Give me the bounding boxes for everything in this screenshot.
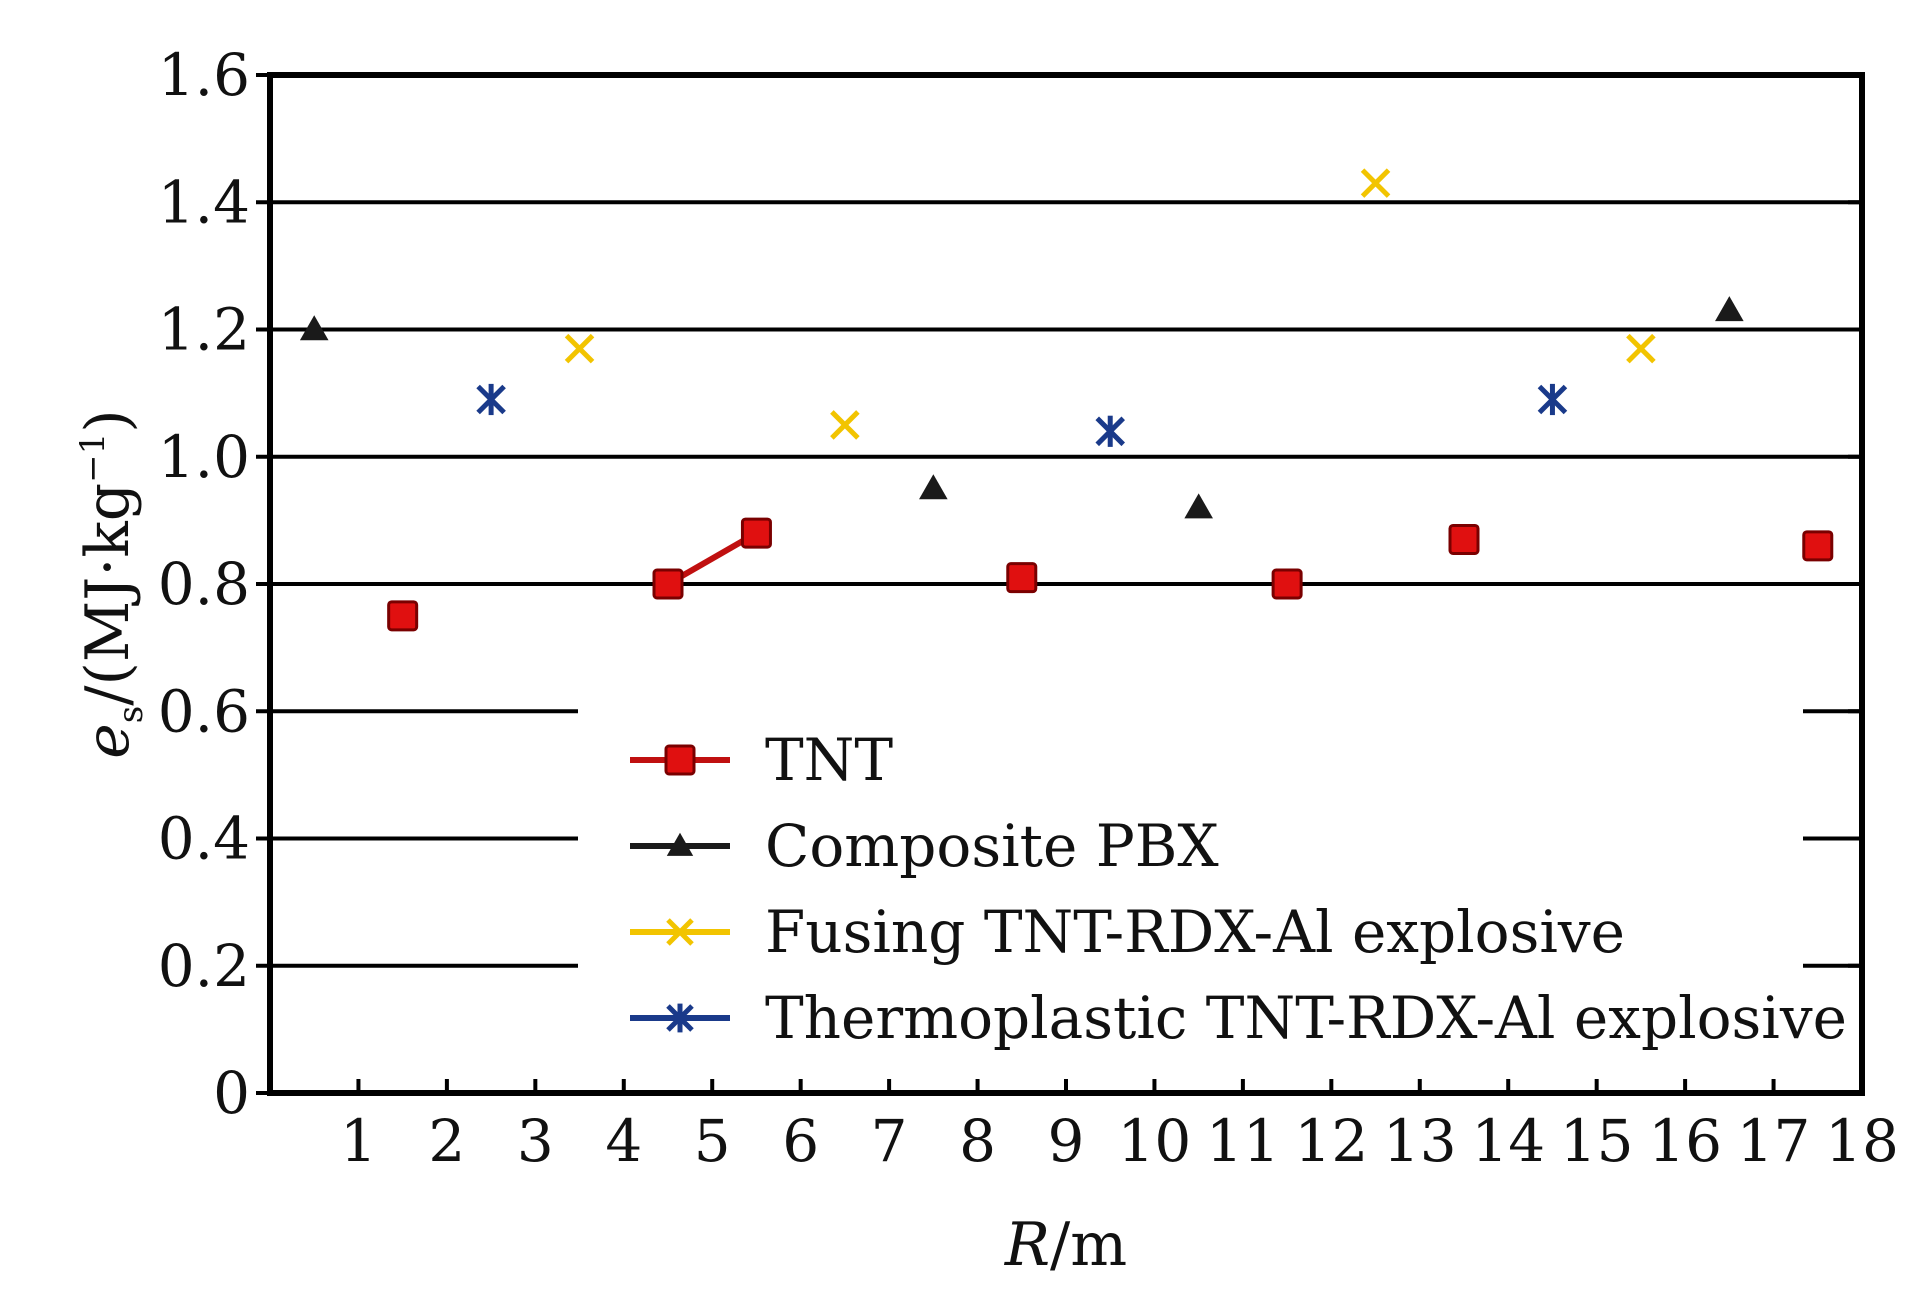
data-point bbox=[1360, 168, 1391, 198]
legend: TNT Composite PBX Fusing TNT-RDX-Al explos… bbox=[578, 704, 1847, 1068]
series-3 bbox=[476, 383, 1568, 447]
legend-marker bbox=[666, 918, 694, 946]
marker-square bbox=[1271, 568, 1303, 600]
axis-labels: R/m es/(MJ·kg−1) bbox=[73, 409, 1127, 1280]
data-point bbox=[1006, 562, 1038, 594]
marker-triangle bbox=[919, 474, 948, 500]
marker-triangle bbox=[1184, 493, 1213, 519]
marker-square bbox=[740, 517, 772, 549]
data-point bbox=[387, 600, 419, 632]
data-point bbox=[1802, 530, 1834, 562]
data-point bbox=[476, 383, 506, 416]
x-tick-label: 18 bbox=[1825, 1107, 1899, 1175]
x-tick-label: 6 bbox=[782, 1107, 819, 1175]
x-tick-label: 7 bbox=[871, 1107, 908, 1175]
y-axis-title: es/(MJ·kg−1) bbox=[73, 409, 151, 758]
y-tick-label: 1.0 bbox=[158, 423, 250, 491]
plot-series bbox=[299, 168, 1834, 632]
data-point bbox=[740, 517, 772, 549]
x-tick-label: 11 bbox=[1206, 1107, 1280, 1175]
y-tick-label: 0.4 bbox=[158, 805, 250, 873]
marker-square bbox=[1802, 530, 1834, 562]
x-tick-label: 14 bbox=[1471, 1107, 1545, 1175]
x-tick-label: 13 bbox=[1383, 1107, 1457, 1175]
x-tick-label: 12 bbox=[1294, 1107, 1368, 1175]
marker-triangle bbox=[666, 832, 694, 856]
marker-x-stroke bbox=[564, 333, 595, 364]
y-tick-label: 0.2 bbox=[158, 932, 250, 1000]
marker-square bbox=[1006, 562, 1038, 594]
data-point bbox=[919, 474, 948, 500]
data-point bbox=[1095, 415, 1125, 447]
x-axis-title: R/m bbox=[1004, 1210, 1127, 1280]
data-point bbox=[1626, 333, 1656, 364]
y-tick-label: 1.4 bbox=[158, 168, 250, 236]
legend-label: Thermoplastic TNT-RDX-Al explosive bbox=[765, 984, 1847, 1052]
marker-triangle bbox=[299, 315, 329, 341]
marker-x-stroke bbox=[830, 410, 860, 440]
x-tick-label: 8 bbox=[959, 1107, 996, 1175]
legend-background bbox=[578, 704, 1803, 1068]
series-0 bbox=[387, 517, 1834, 632]
y-tick-label: 0.8 bbox=[158, 550, 250, 618]
y-tick-label: 0.6 bbox=[158, 677, 250, 745]
x-tick-label: 5 bbox=[694, 1107, 731, 1175]
legend-marker bbox=[666, 1003, 694, 1033]
marker-square bbox=[664, 744, 696, 776]
x-tick-label: 1 bbox=[340, 1107, 377, 1175]
marker-x-stroke bbox=[1360, 168, 1391, 198]
x-tick-label: 16 bbox=[1648, 1107, 1722, 1175]
x-tick-label: 10 bbox=[1118, 1107, 1192, 1175]
data-point bbox=[564, 333, 595, 364]
x-tick-label: 15 bbox=[1560, 1107, 1634, 1175]
marker-triangle bbox=[1715, 296, 1744, 322]
data-point bbox=[299, 315, 329, 341]
y-tick-label: 0 bbox=[213, 1059, 250, 1127]
legend-label: Composite PBX bbox=[765, 812, 1219, 880]
marker-square bbox=[652, 568, 684, 600]
legend-label: TNT bbox=[765, 726, 893, 794]
data-point bbox=[830, 410, 860, 440]
marker-x-stroke bbox=[666, 918, 694, 946]
data-point bbox=[1448, 523, 1480, 555]
legend-marker bbox=[664, 744, 696, 776]
series-1 bbox=[299, 296, 1744, 519]
x-tick-label: 2 bbox=[428, 1107, 465, 1175]
marker-x-stroke bbox=[1626, 333, 1656, 364]
legend-marker bbox=[666, 832, 694, 856]
x-tick-label: 3 bbox=[517, 1107, 554, 1175]
series-2 bbox=[564, 168, 1656, 440]
data-point bbox=[1537, 383, 1568, 416]
y-tick-label: 1.2 bbox=[158, 296, 250, 364]
x-tick-label: 4 bbox=[605, 1107, 642, 1175]
axes: 00.20.40.60.81.01.21.41.61 2 3 4 5 6 7 8 9 10 11 12… bbox=[158, 41, 1899, 1175]
data-point bbox=[652, 568, 684, 600]
data-point bbox=[1715, 296, 1744, 322]
x-tick-label: 17 bbox=[1737, 1107, 1811, 1175]
data-point bbox=[1184, 493, 1213, 519]
marker-square bbox=[387, 600, 419, 632]
y-tick-label: 1.6 bbox=[158, 41, 250, 109]
legend-label: Fusing TNT-RDX-Al explosive bbox=[765, 898, 1625, 966]
data-point bbox=[1271, 568, 1303, 600]
x-tick-label: 9 bbox=[1048, 1107, 1085, 1175]
marker-square bbox=[1448, 523, 1480, 555]
